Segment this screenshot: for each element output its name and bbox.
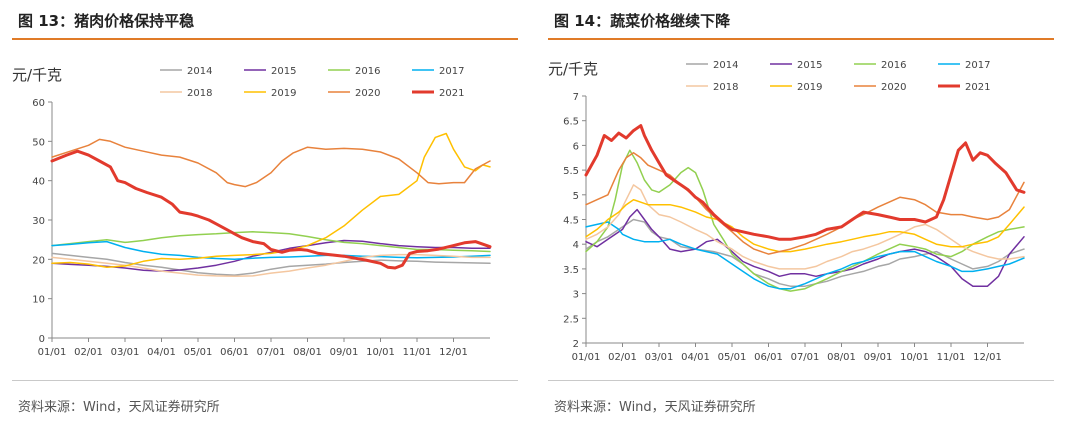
series-line-2018: [585, 184, 1025, 270]
y-tick-label: 2: [573, 339, 579, 350]
x-tick-label: 02/01: [74, 347, 103, 358]
series-line-2017: [585, 221, 1025, 290]
y-tick-label: 4.5: [563, 216, 579, 227]
figure-14-panel: 图 14：蔬菜价格继续下降 元/千克 2 2.5 3 3.5 4 4.5 5 5.5 6 6.5 7 0…: [548, 0, 1068, 435]
series-line-2019: [51, 132, 491, 268]
y-tick-label: 5.5: [563, 166, 579, 177]
legend-label-2015: 2015: [797, 60, 822, 71]
legend-label-2017: 2017: [965, 60, 990, 71]
figure-title: 图 13：猪肉价格保持平稳: [18, 12, 195, 30]
source-note: 资料来源：Wind，天风证券研究所: [18, 400, 220, 415]
x-tick-label: 11/01: [937, 352, 966, 363]
y-tick-label: 3.5: [563, 265, 579, 276]
title-divider: [12, 38, 518, 40]
x-tick-label: 02/01: [608, 352, 637, 363]
legend-label-2016: 2016: [355, 66, 380, 77]
y-unit-label: 元/千克: [12, 66, 62, 84]
x-tick-label: 06/01: [220, 347, 249, 358]
legend-label-2020: 2020: [881, 82, 906, 93]
x-tick-label: 05/01: [184, 347, 213, 358]
series-line-2016: [585, 149, 1025, 292]
series-line-2017: [51, 240, 491, 261]
legend-label-2015: 2015: [271, 66, 296, 77]
x-tick-label: 03/01: [111, 347, 140, 358]
x-tick-label: 06/01: [754, 352, 783, 363]
series-line-2020: [51, 138, 491, 188]
y-tick-label: 3: [573, 290, 579, 301]
vegetable-price-chart: 元/千克 2 2.5 3 3.5 4 4.5 5 5.5 6 6.5 7 01/01 02/01 03/01…: [548, 60, 1026, 363]
legend-label-2017: 2017: [439, 66, 464, 77]
legend-label-2021: 2021: [965, 82, 990, 93]
y-tick-label: 60: [32, 98, 45, 109]
y-tick-label: 30: [32, 216, 45, 227]
y-tick-label: 10: [32, 295, 45, 306]
y-tick-label: 5: [573, 191, 579, 202]
y-tick-label: 50: [32, 137, 45, 148]
series-line-2014: [585, 218, 1025, 287]
x-tick-label: 01/01: [38, 347, 67, 358]
title-divider: [548, 38, 1054, 40]
legend-label-2021: 2021: [439, 88, 464, 99]
legend-label-2018: 2018: [713, 82, 738, 93]
y-tick-label: 6.5: [563, 117, 579, 128]
footer-divider: [12, 380, 518, 381]
y-tick-label: 7: [573, 92, 579, 103]
legend-label-2016: 2016: [881, 60, 906, 71]
series-line-2019: [585, 198, 1025, 253]
legend-label-2019: 2019: [271, 88, 296, 99]
series-line-2015: [585, 208, 1025, 287]
y-tick-label: 40: [32, 177, 45, 188]
x-tick-label: 09/01: [864, 352, 893, 363]
y-unit-label: 元/千克: [548, 60, 598, 78]
x-tick-label: 07/01: [791, 352, 820, 363]
x-tick-label: 12/01: [973, 352, 1002, 363]
series-line-2021: [50, 149, 492, 270]
x-tick-label: 11/01: [403, 347, 432, 358]
x-tick-label: 09/01: [330, 347, 359, 358]
y-tick-label: 6: [573, 141, 579, 152]
legend-label-2014: 2014: [713, 60, 738, 71]
x-tick-label: 08/01: [293, 347, 322, 358]
series-line-2021: [584, 124, 1026, 241]
series-line-2020: [585, 152, 1025, 255]
x-tick-label: 12/01: [439, 347, 468, 358]
x-tick-label: 10/01: [366, 347, 395, 358]
x-tick-label: 04/01: [147, 347, 176, 358]
x-tick-label: 03/01: [645, 352, 674, 363]
figure-13-panel: 图 13：猪肉价格保持平稳 元/千克 0 10 20 30 40 50 60 01/01 02/0…: [12, 0, 532, 435]
figure-title: 图 14：蔬菜价格继续下降: [554, 12, 731, 30]
legend-label-2014: 2014: [187, 66, 212, 77]
pork-price-chart: 元/千克 0 10 20 30 40 50 60 01/01 02/01 03/01 04/01 05/…: [12, 66, 492, 358]
x-tick-label: 04/01: [681, 352, 710, 363]
x-tick-label: 05/01: [718, 352, 747, 363]
legend-label-2019: 2019: [797, 82, 822, 93]
y-tick-label: 2.5: [563, 314, 579, 325]
x-tick-label: 07/01: [257, 347, 286, 358]
footer-divider: [548, 380, 1054, 381]
legend-label-2020: 2020: [355, 88, 380, 99]
series-line-2015: [51, 239, 491, 272]
series-line-2016: [51, 231, 491, 253]
x-tick-label: 08/01: [827, 352, 856, 363]
x-tick-label: 01/01: [572, 352, 601, 363]
x-tick-label: 10/01: [900, 352, 929, 363]
source-note: 资料来源：Wind，天风证券研究所: [554, 400, 756, 415]
series-line-2014: [51, 252, 491, 276]
y-tick-label: 0: [39, 334, 45, 345]
y-tick-label: 20: [32, 255, 45, 266]
series-line-2018: [51, 253, 491, 277]
legend-label-2018: 2018: [187, 88, 212, 99]
y-tick-label: 4: [573, 240, 579, 251]
